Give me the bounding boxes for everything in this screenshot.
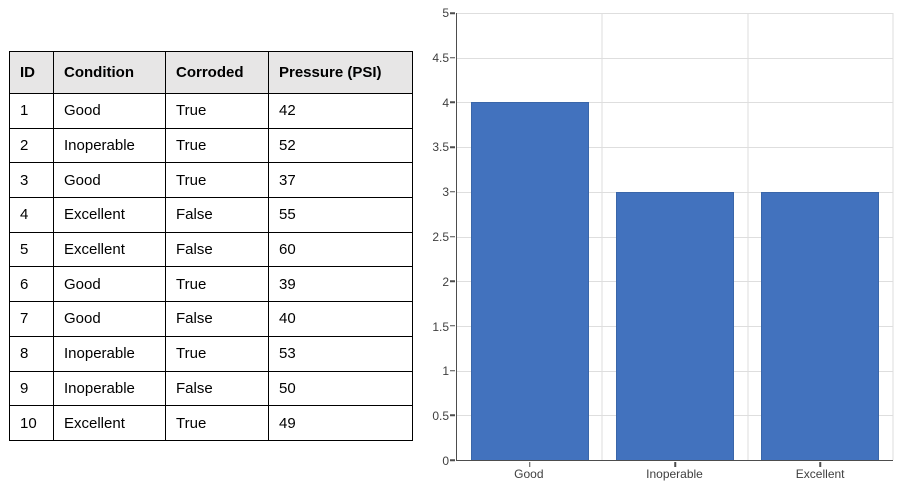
y-axis-labels: 5 4.5 4 3.5 3 2.5 2 1.5 1 0.5 0 bbox=[420, 7, 449, 467]
table-row: 9 Inoperable False 50 bbox=[9, 370, 413, 407]
y-tick-label: 0 bbox=[442, 454, 449, 468]
plot-area bbox=[450, 12, 894, 467]
table-cell: Good bbox=[53, 301, 166, 337]
table-cell: True bbox=[165, 162, 269, 199]
table-cell: True bbox=[165, 93, 269, 129]
table-cell: Excellent bbox=[53, 197, 166, 233]
gridline-horizontal bbox=[457, 13, 893, 14]
x-tick-label: Good bbox=[514, 467, 544, 481]
y-tick-label: 2.5 bbox=[432, 230, 449, 244]
table-cell: True bbox=[165, 266, 269, 303]
gridline-vertical bbox=[601, 13, 603, 460]
table-cell: 40 bbox=[268, 301, 413, 337]
table-cell: 60 bbox=[268, 231, 413, 268]
table-row: 4 Excellent False 55 bbox=[9, 197, 413, 233]
table-row: 1 Good True 42 bbox=[9, 93, 413, 129]
gridline-vertical bbox=[892, 13, 894, 460]
y-tick-mark bbox=[450, 235, 455, 238]
table-cell: 49 bbox=[268, 405, 413, 441]
table-row: 2 Inoperable True 52 bbox=[9, 127, 413, 164]
x-tick-mark bbox=[674, 462, 676, 467]
x-tick-label: Inoperable bbox=[646, 467, 703, 481]
y-tick-label: 1.5 bbox=[432, 319, 449, 334]
table-body: 1 Good True 42 2 Inoperable True 52 3 Good True 37 4… bbox=[9, 93, 413, 441]
table-cell: 42 bbox=[268, 93, 413, 129]
y-tick-mark bbox=[450, 12, 455, 14]
column-header: Condition bbox=[53, 51, 166, 94]
y-tick-label: 4 bbox=[442, 95, 449, 110]
bar-excellent bbox=[761, 191, 880, 460]
x-axis-labels: Good Inoperable Excellent bbox=[456, 467, 893, 483]
table-cell: 50 bbox=[268, 370, 413, 407]
table-cell: True bbox=[165, 405, 269, 441]
y-tick-label: 2 bbox=[442, 274, 449, 289]
table-cell: 3 bbox=[9, 162, 54, 199]
y-tick-mark bbox=[450, 325, 455, 327]
table-cell: 53 bbox=[268, 335, 413, 372]
gridline-horizontal bbox=[457, 57, 893, 59]
table-cell: 4 bbox=[9, 197, 54, 233]
table-row: 5 Excellent False 60 bbox=[9, 231, 413, 268]
table-cell: Inoperable bbox=[53, 127, 166, 164]
y-tick-label: 3.5 bbox=[432, 140, 449, 155]
table-cell: 37 bbox=[268, 162, 413, 199]
x-tick-mark bbox=[819, 462, 822, 467]
y-tick-label: 0.5 bbox=[432, 409, 449, 424]
bar-good bbox=[470, 102, 589, 460]
table-row: 3 Good True 37 bbox=[9, 162, 413, 199]
table-row: 8 Inoperable True 53 bbox=[9, 335, 413, 372]
y-tick-mark bbox=[450, 146, 455, 148]
x-tick-mark bbox=[528, 462, 531, 467]
table-cell: 10 bbox=[9, 405, 54, 441]
table-cell: 7 bbox=[9, 301, 54, 337]
column-header: ID bbox=[9, 51, 54, 94]
y-tick-mark bbox=[450, 459, 455, 461]
column-header: Corroded bbox=[165, 51, 269, 94]
column-header: Pressure (PSI) bbox=[268, 51, 413, 94]
table-cell: 1 bbox=[9, 93, 54, 129]
table-cell: True bbox=[165, 335, 269, 372]
table-header-row: ID Condition Corroded Pressure (PSI) bbox=[9, 51, 413, 94]
y-tick-label: 3 bbox=[442, 185, 449, 200]
y-tick-mark bbox=[450, 56, 455, 59]
y-tick-label: 1 bbox=[442, 364, 449, 379]
table-cell: False bbox=[165, 231, 269, 268]
gridline-vertical bbox=[747, 13, 749, 460]
bar-inoperable bbox=[616, 191, 734, 460]
gridline-horizontal bbox=[457, 102, 893, 104]
table-cell: 6 bbox=[9, 266, 54, 303]
table-cell: False bbox=[165, 197, 269, 233]
y-tick-mark bbox=[450, 191, 455, 193]
y-tick-mark bbox=[450, 280, 455, 282]
y-tick-mark bbox=[450, 369, 455, 372]
y-tick-mark bbox=[450, 101, 455, 104]
table-cell: Inoperable bbox=[53, 370, 166, 407]
table-cell: 8 bbox=[9, 335, 54, 372]
table-cell: 9 bbox=[9, 370, 54, 407]
table-cell: 5 bbox=[9, 231, 54, 268]
table-cell: True bbox=[165, 127, 269, 164]
pipes-table: ID Condition Corroded Pressure (PSI) 1 Good T… bbox=[9, 51, 413, 441]
condition-count-bar-chart: 5 4.5 4 3.5 3 2.5 2 1.5 1 0.5 0 Good Inoperable Exce… bbox=[420, 0, 904, 487]
y-tick-label: 4.5 bbox=[432, 50, 449, 65]
table-cell: Excellent bbox=[53, 231, 166, 268]
gridline-horizontal bbox=[457, 147, 893, 149]
table-cell: Good bbox=[53, 162, 166, 199]
table-cell: Good bbox=[53, 266, 166, 303]
table-cell: Excellent bbox=[53, 405, 166, 441]
y-tick-label: 5 bbox=[442, 6, 449, 20]
table-row: 10 Excellent True 49 bbox=[9, 405, 413, 441]
table-cell: 39 bbox=[268, 266, 413, 303]
table-cell: Good bbox=[53, 93, 166, 129]
table-cell: Inoperable bbox=[53, 335, 166, 372]
table-row: 6 Good True 39 bbox=[9, 266, 413, 303]
table-row: 7 Good False 40 bbox=[9, 301, 413, 337]
y-tick-mark bbox=[450, 414, 455, 417]
x-tick-label: Excellent bbox=[795, 467, 845, 481]
table-cell: False bbox=[165, 370, 269, 407]
table-cell: 52 bbox=[268, 127, 413, 164]
table-cell: 2 bbox=[9, 127, 54, 164]
table-cell: False bbox=[165, 301, 269, 337]
table-cell: 55 bbox=[268, 197, 413, 233]
